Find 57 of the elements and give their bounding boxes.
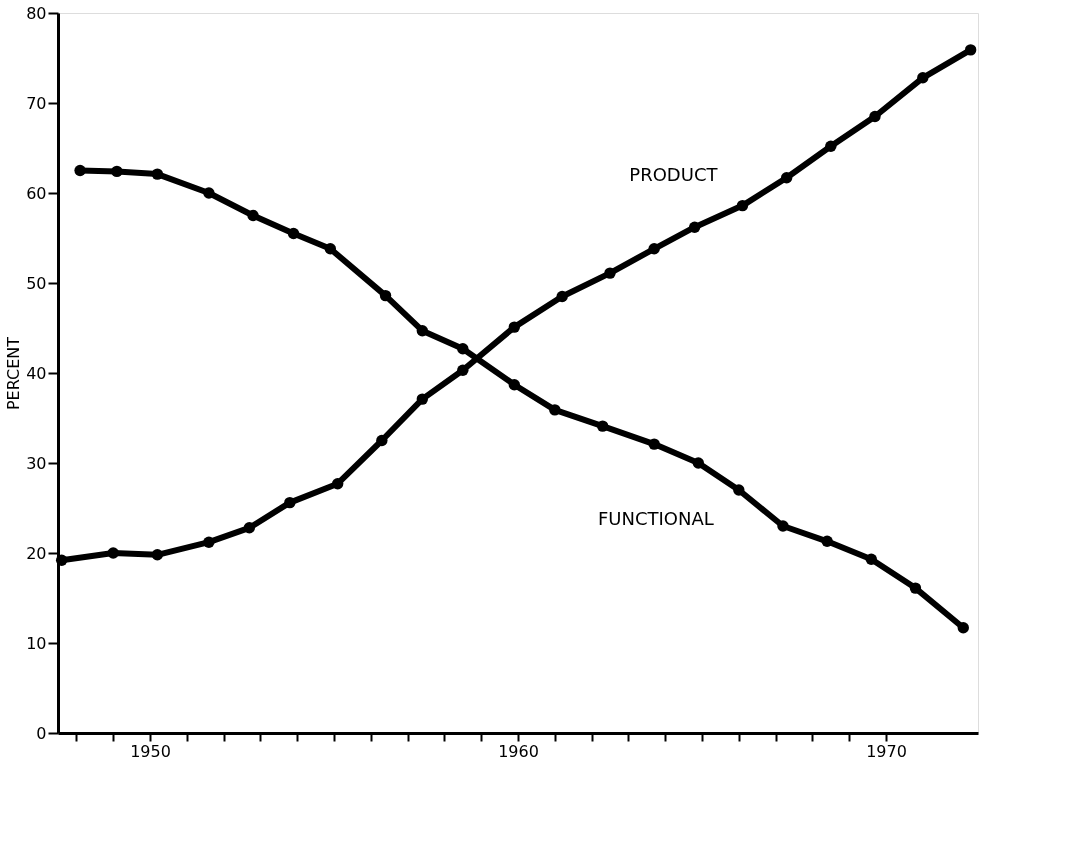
x-tick-label: 1960 (498, 741, 539, 761)
point (111, 165, 123, 178)
y-tick-label: 60 (26, 183, 47, 203)
point (821, 535, 833, 547)
point (508, 379, 521, 391)
y-tick-label: 30 (26, 453, 47, 473)
point (55, 554, 68, 566)
point (151, 549, 164, 561)
point (964, 44, 977, 56)
point (107, 547, 119, 559)
point (736, 199, 749, 212)
point (692, 457, 705, 469)
point (869, 110, 881, 123)
y-tick-label: 80 (26, 3, 47, 23)
point (909, 582, 922, 594)
y-tick-label: 40 (26, 363, 47, 383)
point (549, 404, 561, 416)
point (151, 168, 164, 180)
point (416, 325, 429, 337)
point (376, 434, 388, 447)
point (648, 438, 660, 450)
point (203, 536, 215, 548)
point (825, 140, 837, 152)
point (780, 172, 793, 184)
point (287, 227, 300, 240)
point (604, 267, 616, 279)
point (247, 209, 259, 222)
series-label: PRODUCT (629, 163, 719, 185)
point (379, 289, 392, 302)
point (203, 187, 215, 199)
point (648, 243, 660, 255)
point (457, 364, 469, 376)
point (416, 393, 429, 405)
y-tick-label: 20 (26, 543, 47, 563)
y-tick-label: 70 (26, 93, 47, 113)
y-tick-label: 0 (36, 723, 47, 743)
y-axis-title: PERCENT (4, 336, 24, 411)
point (324, 243, 337, 255)
point (733, 484, 745, 496)
point (331, 478, 344, 490)
point (508, 321, 521, 333)
point (596, 420, 609, 432)
point (917, 72, 929, 84)
point (284, 496, 296, 509)
series-label: FUNCTIONAL (597, 508, 714, 529)
x-tick-label: 1950 (130, 741, 171, 761)
point (688, 221, 701, 233)
y-tick-label: 10 (26, 633, 47, 653)
point (777, 520, 789, 532)
x-tick-label: 1970 (866, 741, 907, 761)
point (74, 164, 86, 177)
point (865, 553, 877, 565)
point (457, 343, 469, 355)
point (957, 622, 969, 634)
y-tick-label: 50 (26, 273, 47, 293)
point (556, 290, 568, 303)
point (243, 522, 256, 534)
